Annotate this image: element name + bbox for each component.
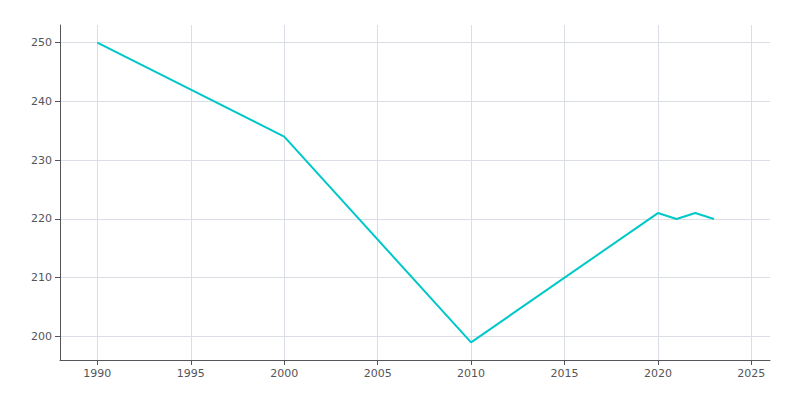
svg-text:2015: 2015 xyxy=(550,367,578,380)
svg-text:2010: 2010 xyxy=(457,367,485,380)
svg-text:2000: 2000 xyxy=(270,367,298,380)
svg-text:2005: 2005 xyxy=(364,367,392,380)
svg-text:1995: 1995 xyxy=(177,367,205,380)
svg-text:2025: 2025 xyxy=(737,367,765,380)
svg-text:2020: 2020 xyxy=(644,367,672,380)
svg-text:210: 210 xyxy=(31,271,52,284)
svg-text:240: 240 xyxy=(31,95,52,108)
svg-text:220: 220 xyxy=(31,212,52,225)
svg-text:1990: 1990 xyxy=(83,367,111,380)
svg-text:250: 250 xyxy=(31,36,52,49)
svg-text:200: 200 xyxy=(31,330,52,343)
svg-text:230: 230 xyxy=(31,154,52,167)
